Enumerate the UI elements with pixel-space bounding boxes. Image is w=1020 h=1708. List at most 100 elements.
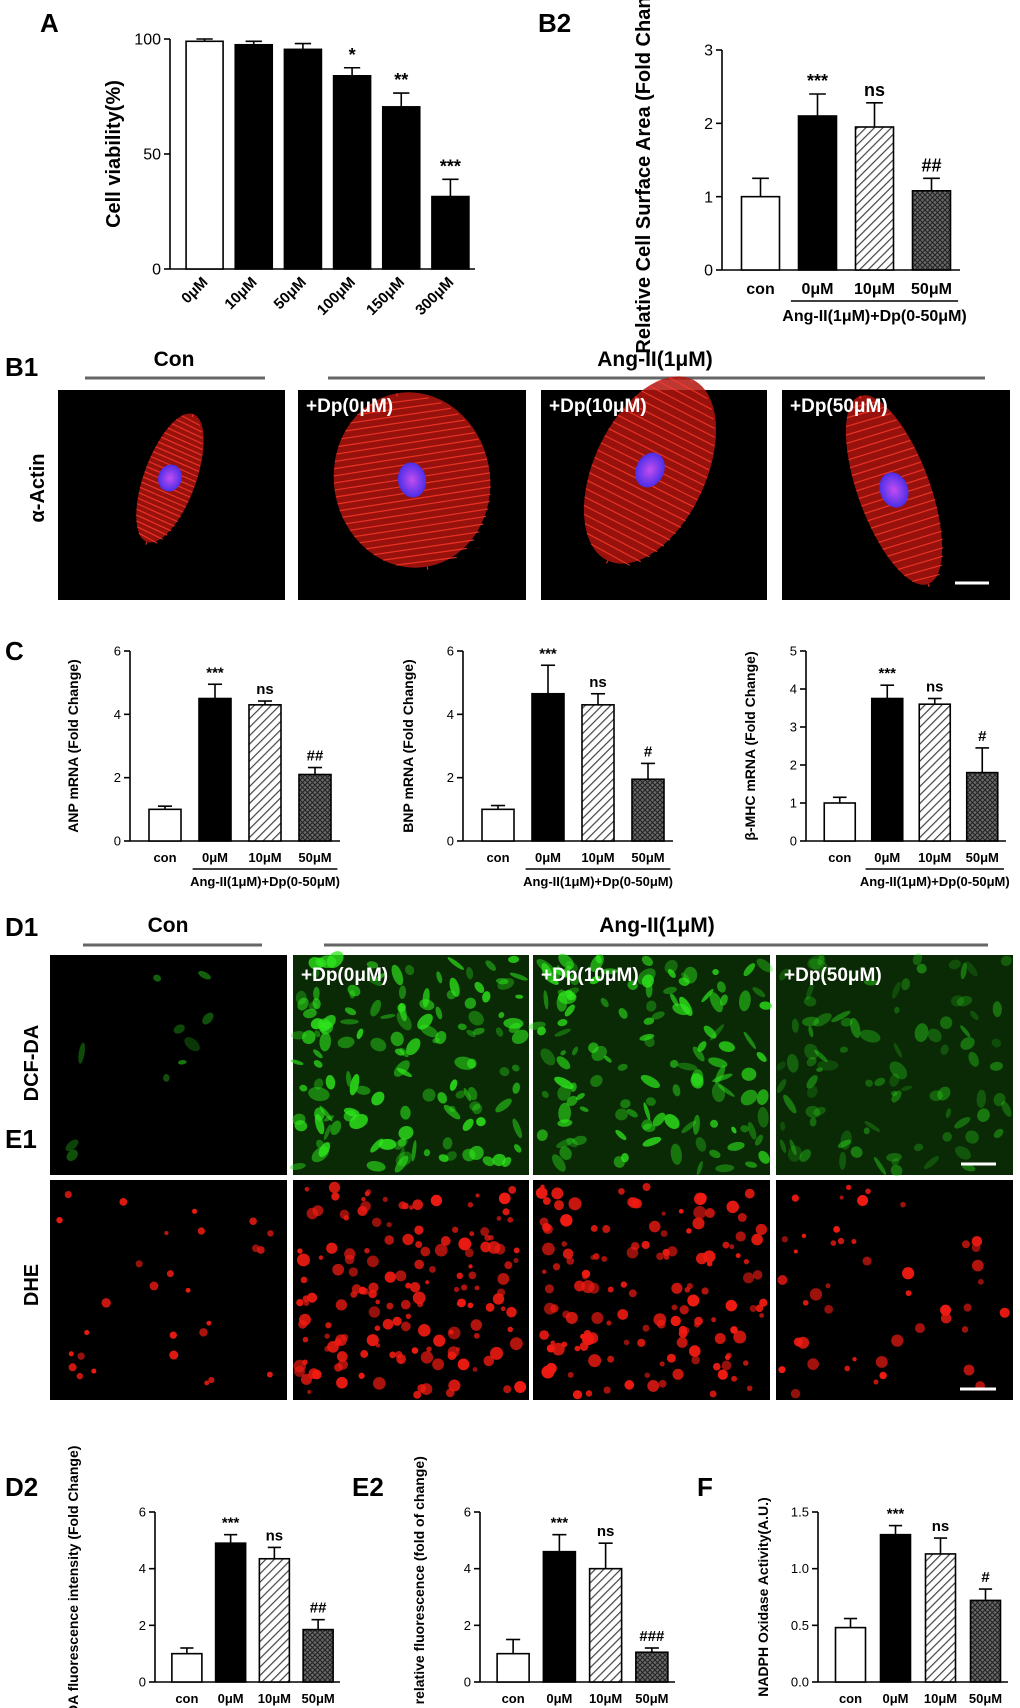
dhe-nucleus bbox=[737, 1212, 747, 1222]
actin-fiber bbox=[859, 395, 862, 400]
dcf-cell bbox=[396, 1011, 412, 1031]
dhe-nucleus bbox=[731, 1375, 738, 1382]
bar bbox=[332, 75, 372, 270]
dhe-nucleus bbox=[324, 1345, 331, 1352]
dhe-nucleus bbox=[691, 1355, 700, 1365]
x-tick-label: 0μM bbox=[218, 1691, 244, 1706]
dcf-cell bbox=[859, 1029, 881, 1043]
dcf-cell bbox=[515, 994, 524, 999]
dcf-cell bbox=[617, 1063, 628, 1071]
dhe-nucleus bbox=[865, 1188, 871, 1195]
dcf-cell bbox=[914, 1143, 924, 1152]
dcf-cell bbox=[697, 1041, 707, 1052]
dhe-nucleus bbox=[572, 1390, 583, 1400]
y-tick-label: 0 bbox=[139, 1675, 146, 1690]
dcf-cell bbox=[457, 1023, 467, 1031]
dcf-cell bbox=[874, 1077, 886, 1087]
dhe-nucleus bbox=[324, 1333, 330, 1339]
dhe-nucleus bbox=[382, 1196, 388, 1203]
bar bbox=[631, 778, 665, 842]
dhe-nucleus bbox=[508, 1186, 517, 1194]
dhe-nucleus bbox=[420, 1351, 434, 1364]
dcf-cell bbox=[468, 1010, 484, 1026]
dcf-cell bbox=[514, 1144, 522, 1153]
actin-fiber bbox=[136, 526, 163, 540]
bar bbox=[879, 1533, 912, 1683]
bar bbox=[248, 704, 282, 842]
dhe-nucleus bbox=[487, 1241, 501, 1254]
panel-label-d2: D2 bbox=[5, 1472, 38, 1502]
dcf-cell bbox=[366, 961, 379, 969]
dcf-cell bbox=[603, 1055, 612, 1063]
dhe-nucleus bbox=[851, 1238, 857, 1245]
dcf-cell bbox=[850, 1017, 861, 1038]
actin-fiber bbox=[191, 413, 194, 418]
dhe-nucleus bbox=[793, 1249, 798, 1254]
tile-label: +Dp(0μM) bbox=[301, 965, 388, 986]
dhe-nucleus bbox=[582, 1332, 595, 1346]
dcf-cell bbox=[914, 1023, 929, 1042]
tile-label: +Dp(50μM) bbox=[784, 965, 882, 986]
x-tick-label: 0μM bbox=[801, 281, 833, 298]
dhe-nucleus bbox=[306, 1207, 319, 1220]
dcf-cell bbox=[717, 1084, 735, 1097]
y-tick-label: 6 bbox=[114, 644, 121, 659]
dcf-cell bbox=[509, 972, 528, 981]
dcf-cell bbox=[714, 1065, 726, 1084]
dhe-nucleus bbox=[56, 1217, 63, 1224]
significance-label: # bbox=[981, 1569, 990, 1586]
actin-fiber bbox=[171, 423, 203, 439]
dhe-nucleus bbox=[542, 1368, 548, 1374]
dcf-cell bbox=[559, 1146, 572, 1160]
dhe-nucleus bbox=[429, 1266, 436, 1273]
dcf-cell bbox=[437, 1092, 448, 1104]
actin-fiber bbox=[158, 441, 202, 462]
actin-fiber bbox=[373, 539, 475, 556]
significance-label: ns bbox=[597, 1523, 615, 1540]
dhe-nucleus bbox=[552, 1263, 561, 1271]
dcf-cell bbox=[184, 1037, 200, 1052]
dhe-nucleus bbox=[603, 1386, 611, 1394]
bar bbox=[148, 808, 182, 842]
dhe-nucleus bbox=[721, 1360, 732, 1371]
dcf-cell bbox=[399, 1047, 409, 1058]
dcf-cell bbox=[447, 957, 464, 970]
dcf-cell bbox=[163, 1073, 170, 1082]
significance-label: ns bbox=[266, 1527, 284, 1544]
significance-label: ns bbox=[256, 681, 274, 698]
dcf-cell bbox=[709, 992, 723, 1013]
dhe-nucleus bbox=[197, 1227, 206, 1235]
bar bbox=[965, 771, 999, 842]
dcf-cell bbox=[962, 1164, 976, 1172]
dhe-nucleus bbox=[336, 1351, 348, 1362]
dcf-cell bbox=[717, 981, 726, 993]
dcf-cell bbox=[637, 968, 656, 985]
actin-fiber bbox=[874, 514, 940, 536]
tile-label: +Dp(50μM) bbox=[790, 396, 888, 417]
significance-label: ### bbox=[639, 1628, 665, 1645]
dcf-cell bbox=[955, 1146, 971, 1160]
dhe-nucleus bbox=[497, 1288, 506, 1297]
b1-row-label: α-Actin bbox=[27, 454, 49, 523]
dhe-nucleus bbox=[469, 1231, 475, 1237]
dcf-cell bbox=[672, 1084, 681, 1097]
dcf-cell bbox=[960, 1037, 975, 1050]
dhe-nucleus bbox=[659, 1361, 665, 1367]
actin-fiber bbox=[350, 407, 451, 424]
dhe-nucleus bbox=[671, 1282, 683, 1294]
dcf-cell bbox=[890, 1090, 898, 1096]
dhe-nucleus bbox=[208, 1377, 215, 1384]
dhe-nucleus bbox=[204, 1380, 210, 1386]
chart-dhe-fluorescence: 0 2 4 6 DHE relative fluorescence (fold of c… bbox=[411, 1456, 675, 1708]
dhe-nucleus bbox=[759, 1313, 765, 1318]
actin-fiber bbox=[338, 425, 471, 448]
dcf-cell bbox=[993, 1092, 1006, 1107]
dhe-nucleus bbox=[432, 1358, 444, 1371]
actin-fiber bbox=[589, 472, 686, 522]
dhe-nucleus bbox=[374, 1325, 381, 1332]
dhe-nucleus bbox=[623, 1339, 630, 1346]
dcf-cell bbox=[937, 1086, 951, 1101]
dcf-cell bbox=[817, 954, 825, 966]
dhe-nucleus bbox=[590, 1225, 598, 1232]
dhe-nucleus bbox=[717, 1369, 728, 1380]
